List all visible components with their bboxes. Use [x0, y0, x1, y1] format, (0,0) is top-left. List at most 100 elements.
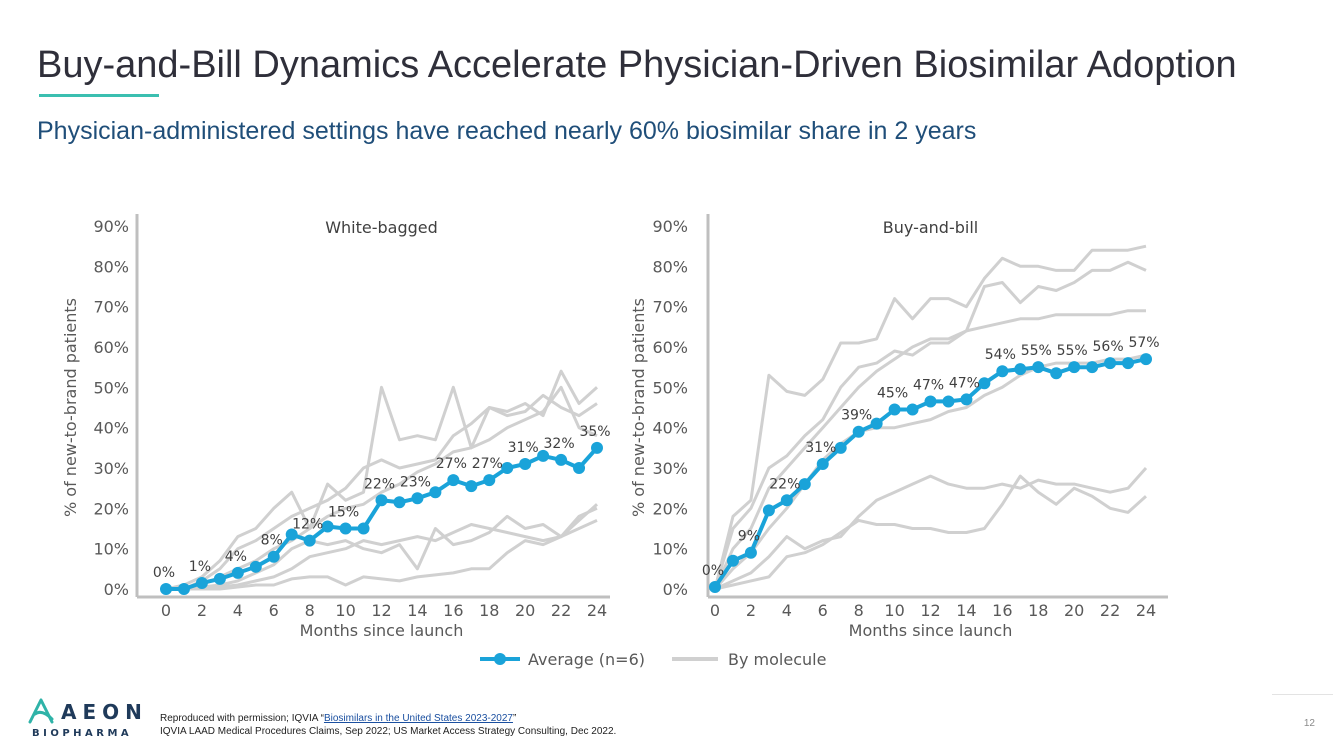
molecule-series-line	[166, 393, 598, 591]
title-accent-underline	[39, 94, 159, 97]
x-tick-label: 22	[1100, 601, 1120, 620]
average-data-label: 8%	[261, 533, 283, 549]
average-data-point	[591, 441, 603, 454]
average-data-point	[744, 546, 757, 559]
average-data-point	[726, 554, 739, 567]
average-data-label: 9%	[738, 529, 760, 545]
average-data-label: 31%	[508, 440, 539, 456]
average-data-point	[816, 457, 829, 470]
source-prefix: Reproduced with permission; IQVIA “	[160, 713, 324, 724]
average-data-point	[996, 365, 1009, 378]
x-tick-label: 20	[515, 601, 535, 620]
average-data-label: 55%	[1057, 343, 1088, 359]
y-tick-label: 30%	[93, 459, 129, 478]
average-data-point	[249, 560, 262, 573]
average-data-label: 0%	[702, 563, 724, 579]
x-tick-label: 0	[710, 601, 720, 620]
molecule-series-line	[165, 369, 599, 591]
average-data-point	[483, 474, 496, 487]
average-data-label: 54%	[985, 347, 1016, 363]
chart-title: Buy-and-bill	[883, 218, 978, 237]
average-data-label: 55%	[1021, 343, 1052, 359]
x-tick-label: 4	[782, 601, 792, 620]
average-data-label: 12%	[292, 517, 323, 533]
x-tick-label: 2	[197, 601, 207, 620]
average-data-point	[429, 486, 442, 499]
average-data-point	[160, 583, 172, 595]
y-tick-label: 10%	[93, 540, 129, 559]
molecule-series-line	[166, 506, 598, 591]
average-data-label: 27%	[472, 456, 503, 472]
average-data-point	[1122, 357, 1135, 370]
x-tick-label: 8	[305, 601, 315, 620]
y-tick-label: 20%	[93, 499, 129, 518]
corner-divider	[1272, 694, 1333, 695]
page-subtitle: Physician-administered settings have rea…	[37, 117, 977, 145]
average-data-point	[1068, 361, 1081, 374]
x-tick-label: 20	[1064, 601, 1084, 620]
y-tick-label: 60%	[652, 338, 688, 357]
average-data-point	[519, 457, 532, 470]
y-axis-label: % of new-to-brand patients	[629, 298, 648, 517]
y-tick-label: 40%	[93, 419, 129, 438]
x-tick-label: 18	[479, 601, 499, 620]
average-data-point	[960, 393, 973, 406]
x-axis-label: Months since launch	[849, 621, 1013, 640]
average-data-point	[834, 441, 847, 454]
average-data-point	[1032, 361, 1045, 374]
x-tick-label: 24	[1136, 601, 1156, 620]
average-data-point	[978, 377, 991, 390]
y-tick-label: 70%	[93, 298, 129, 317]
x-axis-label: Months since launch	[300, 621, 464, 640]
x-tick-label: 6	[269, 601, 279, 620]
average-data-point	[1086, 361, 1099, 374]
charts-area: 0% 10% 20% 30% 40% 50% 60% 70% 80% 90% 0 2 4 6 8 10 12 14…	[0, 200, 1333, 680]
chart-legend: Average (n=6) By molecule	[480, 650, 826, 669]
source-link[interactable]: Biosimilars in the United States 2023-20…	[323, 713, 513, 724]
y-tick-label: 70%	[652, 298, 688, 317]
x-tick-label: 16	[443, 601, 463, 620]
white-bagged-chart: 0%10%20%30%40%50%60%70%80%90%0 2 4 6 8 10 12 14…	[61, 214, 611, 640]
average-data-label: 22%	[364, 476, 395, 492]
average-data-point	[537, 449, 550, 462]
average-data-point	[555, 453, 568, 466]
x-tick-label: 4	[233, 601, 243, 620]
average-data-point	[195, 576, 208, 589]
aeon-logo-mark-icon	[28, 698, 54, 724]
chart-title: White-bagged	[325, 218, 438, 237]
y-tick-label: 40%	[652, 419, 688, 438]
x-tick-label: 10	[335, 601, 355, 620]
average-data-point	[888, 403, 901, 416]
source-footnote: Reproduced with permission; IQVIA “Biosi…	[160, 712, 616, 738]
x-tick-label: 24	[587, 601, 607, 620]
average-data-point	[321, 520, 334, 533]
molecule-series-line	[713, 309, 1146, 590]
average-data-label: 0%	[153, 565, 175, 581]
x-tick-label: 12	[920, 601, 940, 620]
average-data-label: 31%	[805, 440, 836, 456]
average-data-point	[798, 478, 811, 491]
average-data-point	[447, 474, 460, 487]
charts-svg: 0%10%20%30%40%50%60%70%80%90%0 2 4 6 8 10 12 14…	[61, 214, 1168, 669]
source-line-2: IQVIA LAAD Medical Procedures Claims, Se…	[160, 726, 617, 737]
average-data-point	[267, 550, 280, 563]
x-tick-label: 18	[1028, 601, 1048, 620]
x-tick-label: 0	[161, 601, 171, 620]
aeon-logo: AEON BIOPHARMA	[28, 697, 148, 743]
average-series-line	[166, 446, 599, 591]
x-tick-label: 14	[956, 601, 976, 620]
average-data-point	[1104, 357, 1117, 370]
average-data-label: 56%	[1093, 339, 1124, 355]
average-data-label: 4%	[225, 549, 247, 565]
average-data-label: 1%	[189, 559, 211, 575]
average-data-point	[709, 580, 721, 593]
legend-average-marker	[494, 653, 506, 665]
average-data-point	[285, 528, 298, 541]
y-axis-label: % of new-to-brand patients	[61, 298, 80, 517]
average-data-label: 47%	[949, 375, 980, 391]
average-data-label: 32%	[544, 436, 575, 452]
y-tick-label: 60%	[93, 338, 129, 357]
molecule-series-line	[714, 474, 1148, 591]
average-data-point	[501, 462, 514, 474]
y-tick-label: 80%	[652, 257, 688, 276]
